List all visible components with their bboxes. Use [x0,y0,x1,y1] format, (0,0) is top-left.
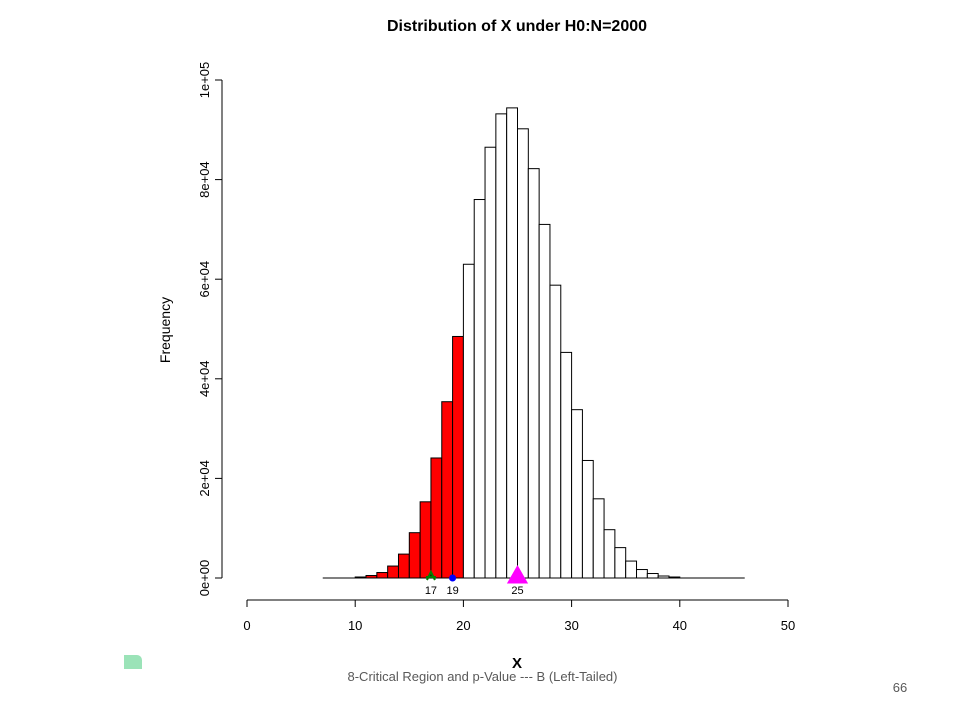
page-number: 66 [892,680,908,695]
x-tick-label: 50 [781,618,795,633]
histogram-bar [549,284,562,579]
y-tick-label: 4e+04 [197,361,212,398]
histogram-bar [625,560,638,579]
bars-layer [354,107,681,579]
histogram-bar [581,459,594,579]
histogram-bar [376,572,389,579]
histogram-bar [571,409,583,579]
y-tick-label: 6e+04 [197,261,212,298]
x-tick-label: 30 [564,618,578,633]
marker-label: 25 [511,585,523,597]
histogram-bar [462,263,475,579]
histogram-bar [473,199,486,579]
histogram-bar [495,113,508,579]
observed-marker-17 [425,569,436,581]
histogram-bar [527,168,540,579]
histogram-bar [560,351,573,579]
axes-layer: 0e+00 2e+04 4e+04 6e+04 8e+04 1e+05 0 10 20 30 40 5… [197,62,795,633]
histogram-bar [538,223,551,579]
histogram-bar [408,532,421,579]
histogram-bar [517,128,529,579]
histogram-bar [506,107,518,579]
slide-footer: 8-Critical Region and p-Value --- B (Lef… [347,669,618,684]
histogram-bar [603,529,616,579]
histogram-bar [397,553,410,579]
x-tick-label: 10 [348,618,362,633]
chart-title: Distribution of X under H0:N=2000 [387,18,647,35]
y-tick-label: 2e+04 [197,460,212,497]
expected-value-marker-25 [506,564,529,584]
x-tick-label: 40 [673,618,687,633]
histogram-bar [441,401,454,579]
y-tick-label: 8e+04 [197,161,212,198]
histogram-bar [387,565,399,579]
y-tick-label: 1e+05 [197,62,212,99]
markers-layer: 17 19 25 [425,564,529,597]
marker-label: 19 [446,585,458,597]
critical-value-marker-19 [449,574,457,582]
histogram-bar [419,501,432,579]
histogram-bar [430,457,443,579]
histogram-bar [452,335,464,579]
slide-thumbnail-icon [124,655,142,669]
y-tick-label: 0e+00 [197,560,212,597]
x-tick-label: 20 [456,618,470,633]
x-axis-label: X [512,655,522,672]
histogram-bar [592,498,605,579]
marker-label: 17 [425,585,437,597]
x-tick-label: 0 [243,618,250,633]
histogram-bar [636,569,648,579]
histogram-bar [614,547,627,579]
histogram-bar [484,146,497,579]
histogram-bar [646,573,659,579]
y-axis-label: Frequency [157,297,173,363]
